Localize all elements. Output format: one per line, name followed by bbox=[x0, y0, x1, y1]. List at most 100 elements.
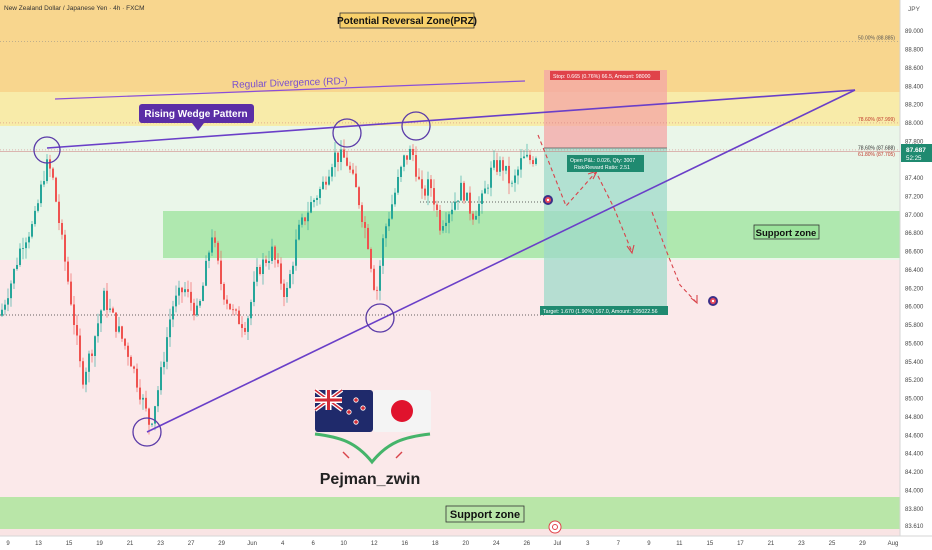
candle-body bbox=[400, 166, 402, 177]
candle-body bbox=[526, 154, 528, 157]
replay-icon[interactable] bbox=[548, 520, 562, 534]
last-price-tag[interactable] bbox=[901, 144, 932, 162]
candle-body bbox=[508, 165, 510, 184]
candle-body bbox=[337, 152, 339, 163]
price-tick-label: 86.400 bbox=[905, 268, 924, 274]
time-tick-label: 15 bbox=[66, 541, 73, 547]
candle-body bbox=[244, 327, 246, 332]
time-tick-label: 17 bbox=[737, 541, 744, 547]
candle-body bbox=[424, 188, 426, 196]
time-tick-label: Jul bbox=[553, 541, 561, 547]
candle-body bbox=[112, 308, 114, 313]
candle-body bbox=[154, 406, 156, 424]
candle-body bbox=[496, 160, 498, 172]
time-tick-label: 12 bbox=[371, 541, 378, 547]
candle-body bbox=[340, 149, 342, 163]
candle-body bbox=[10, 283, 12, 299]
candle-body bbox=[331, 167, 333, 177]
price-tick-label: 88.800 bbox=[905, 48, 924, 54]
candle-body bbox=[349, 165, 351, 170]
time-tick-label: 26 bbox=[523, 541, 530, 547]
candle-body bbox=[124, 338, 126, 346]
candle-body bbox=[385, 226, 387, 239]
candle-body bbox=[505, 165, 507, 171]
candle-body bbox=[139, 387, 141, 400]
candle-body bbox=[277, 259, 279, 264]
candle-body bbox=[358, 187, 360, 206]
candle-body bbox=[304, 217, 306, 222]
candle-body bbox=[421, 179, 423, 189]
candle-body bbox=[319, 189, 321, 198]
candle-body bbox=[346, 157, 348, 166]
candle-body bbox=[364, 222, 366, 228]
candle-body bbox=[448, 214, 450, 223]
candle-body bbox=[205, 260, 207, 286]
candle-body bbox=[19, 248, 21, 265]
candle-body bbox=[457, 200, 459, 202]
candle-body bbox=[16, 264, 18, 270]
candle-body bbox=[25, 242, 27, 249]
price-tick-label: 87.200 bbox=[905, 195, 924, 201]
candle-body bbox=[328, 176, 330, 185]
candle-body bbox=[85, 371, 87, 385]
support-zone-label-box bbox=[753, 224, 820, 240]
author-label: Pejman_zwin bbox=[320, 471, 420, 488]
candle-body bbox=[379, 265, 381, 291]
candle-body bbox=[73, 304, 75, 326]
price-axis[interactable] bbox=[900, 0, 932, 550]
candle-body bbox=[280, 263, 282, 284]
projection-path bbox=[537, 134, 697, 303]
stop-label-box bbox=[550, 71, 660, 80]
candle-body bbox=[151, 423, 153, 425]
candle-body bbox=[88, 353, 90, 372]
candle-body bbox=[373, 268, 375, 290]
target-label: Target: 1.670 (1.90%) 167.0, Amount: 105… bbox=[543, 309, 658, 315]
candle-body bbox=[61, 223, 63, 235]
candle-body bbox=[52, 168, 54, 178]
candles bbox=[1, 139, 537, 435]
time-tick-label: Aug bbox=[888, 541, 899, 547]
stop-box bbox=[544, 70, 667, 148]
price-tick-label: 85.000 bbox=[905, 397, 924, 403]
time-tick-label: 4 bbox=[281, 541, 285, 547]
stop-label: Stop: 0.665 (0.76%) 66.5, Amount: 98000 bbox=[553, 74, 651, 80]
candle-body bbox=[427, 179, 429, 196]
risk-reward-label: Risk/Reward Ratio: 2.51 bbox=[574, 165, 630, 171]
candle-body bbox=[493, 160, 495, 168]
candle-body bbox=[196, 305, 198, 316]
candle-body bbox=[22, 248, 24, 249]
candle-body bbox=[43, 181, 45, 185]
candle-body bbox=[37, 203, 39, 211]
candle-body bbox=[271, 246, 273, 261]
prz-label-box bbox=[339, 12, 475, 29]
candle-body bbox=[511, 182, 513, 184]
nz-flag-icon bbox=[313, 388, 373, 432]
candle-body bbox=[58, 201, 60, 224]
price-tick-label: 84.400 bbox=[905, 452, 924, 458]
time-axis[interactable] bbox=[0, 536, 932, 550]
support-zone-label: Support zone bbox=[756, 228, 817, 239]
candle-body bbox=[523, 156, 525, 159]
candle-body bbox=[223, 284, 225, 300]
candle-body bbox=[454, 201, 456, 210]
target-icon bbox=[708, 296, 718, 306]
candle-body bbox=[475, 215, 477, 220]
candle-body bbox=[121, 326, 123, 339]
candle-body bbox=[163, 361, 165, 368]
price-tick-label: 88.600 bbox=[905, 66, 924, 72]
candle-body bbox=[145, 397, 147, 409]
candle-body bbox=[460, 182, 462, 201]
pivot-circle bbox=[365, 303, 395, 333]
wedge-label-pointer bbox=[192, 123, 204, 131]
lower-green-band bbox=[0, 250, 900, 498]
candle-body bbox=[70, 281, 72, 305]
candle-body bbox=[226, 299, 228, 304]
candle-body bbox=[355, 173, 357, 188]
candle-body bbox=[229, 303, 231, 310]
candle-body bbox=[253, 281, 255, 303]
candle-body bbox=[250, 302, 252, 319]
time-tick-label: 9 bbox=[647, 541, 651, 547]
candle-body bbox=[394, 192, 396, 205]
price-tick-label: 86.200 bbox=[905, 286, 924, 292]
